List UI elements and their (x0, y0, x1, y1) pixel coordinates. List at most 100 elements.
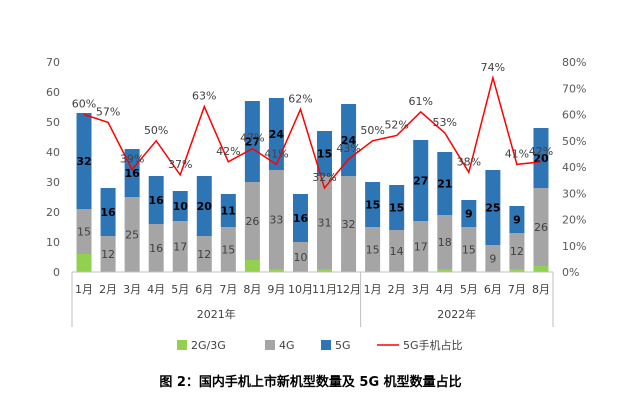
x-tick-label: 7月 (508, 283, 526, 296)
line-point-label: 50% (144, 124, 168, 137)
bar-label-5g: 9 (465, 208, 473, 221)
bar-label-4g: 15 (462, 244, 476, 257)
x-tick-label: 5月 (460, 283, 478, 296)
x-tick-label: 6月 (484, 283, 502, 296)
bar-label-4g: 26 (245, 215, 259, 228)
bar-segment-5g (413, 140, 429, 221)
line-point-label: 60% (72, 98, 96, 111)
x-tick-label: 1月 (75, 283, 93, 296)
bar-segment-5g (533, 128, 549, 188)
bar-segment-2g3g (317, 269, 333, 272)
line-point-label: 62% (288, 92, 312, 105)
bar-segment-4g (485, 245, 501, 272)
bar-label-4g: 14 (390, 245, 404, 258)
bar-label-4g: 17 (414, 241, 428, 254)
bar-segment-2g3g (268, 269, 284, 272)
line-point-label: 50% (360, 124, 384, 137)
bar-segment-5g (341, 104, 357, 176)
bar-segment-4g (196, 236, 212, 272)
line-point-label: 53% (433, 116, 457, 129)
y-right-tick-label: 70% (562, 82, 586, 95)
line-point-label: 47% (240, 132, 264, 145)
bar-label-4g: 12 (510, 245, 524, 258)
bar-segment-4g (124, 197, 140, 272)
group-label: 2022年 (437, 307, 476, 321)
bar-label-5g: 15 (365, 199, 380, 212)
y-left-tick-label: 30 (46, 176, 60, 189)
x-tick-label: 4月 (147, 283, 165, 296)
bar-segment-4g (268, 170, 284, 269)
bar-label-4g: 16 (149, 242, 163, 255)
y-left-tick-label: 0 (53, 266, 60, 279)
line-point-label: 57% (96, 105, 120, 118)
group-label: 2021年 (197, 307, 236, 321)
bar-segment-4g (365, 227, 381, 272)
y-left-tick-label: 20 (46, 206, 60, 219)
y-left-tick-label: 70 (46, 56, 60, 69)
line-point-label: 63% (192, 90, 216, 103)
legend-label: 4G (279, 339, 295, 352)
line-point-label: 52% (384, 119, 408, 132)
bar-segment-5g (485, 170, 501, 245)
x-tick-label: 10月 (288, 283, 313, 296)
bar-segment-5g (172, 191, 188, 221)
y-right-tick-label: 40% (562, 161, 586, 174)
line-point-label: 41% (264, 147, 288, 160)
bar-label-4g: 25 (125, 229, 139, 242)
bar-label-4g: 12 (197, 248, 211, 261)
y-right-tick-label: 10% (562, 240, 586, 253)
bar-label-4g: 33 (269, 214, 283, 227)
bar-segment-4g (292, 242, 308, 272)
bar-segment-5g (196, 176, 212, 236)
bar-segment-4g (509, 233, 525, 269)
y-left-tick-label: 60 (46, 86, 60, 99)
bar-segment-5g (437, 152, 453, 215)
bar-segment-4g (148, 224, 164, 272)
line-series-5g-share (83, 74, 542, 190)
legend-label: 5G (335, 339, 351, 352)
line-point-label: 38% (457, 155, 481, 168)
bar-segment-5g (365, 182, 381, 227)
bar-label-5g: 16 (293, 212, 309, 225)
bar-label-4g: 31 (318, 217, 332, 230)
line-point-label: 39% (120, 153, 144, 166)
x-tick-label: 5月 (171, 283, 189, 296)
bar-segment-4g (220, 227, 236, 272)
bar-segment-5g (389, 185, 405, 230)
bar-label-4g: 15 (221, 244, 235, 257)
legend-label: 5G手机占比 (403, 338, 463, 352)
bar-label-5g: 24 (269, 128, 285, 141)
bar-label-5g: 16 (100, 206, 116, 219)
bar-segment-5g (148, 176, 164, 224)
legend-swatch (177, 340, 187, 350)
y-right-tick-label: 60% (562, 109, 586, 122)
x-tick-label: 11月 (312, 283, 337, 296)
x-tick-label: 8月 (243, 283, 261, 296)
bar-label-4g: 10 (293, 251, 307, 264)
x-tick-label: 3月 (123, 283, 141, 296)
bar-segment-5g (100, 188, 116, 236)
bar-segment-2g3g (437, 269, 453, 272)
line-point-label: 42% (529, 145, 553, 158)
bar-label-5g: 16 (124, 167, 140, 180)
bar-label-5g: 15 (389, 202, 404, 215)
bar-segment-5g (244, 101, 260, 182)
line-point-label: 32% (312, 171, 336, 184)
bar-label-5g: 11 (221, 205, 236, 218)
bar-label-4g: 18 (438, 236, 452, 249)
bar-segment-4g (244, 182, 260, 260)
bar-label-4g: 15 (366, 244, 380, 257)
bar-label-5g: 21 (437, 178, 452, 191)
bar-segment-5g (268, 98, 284, 170)
line-point-label: 37% (168, 158, 192, 171)
line-point-label: 41% (505, 147, 529, 160)
bar-label-5g: 27 (245, 136, 260, 149)
x-tick-label: 2月 (388, 283, 406, 296)
bar-label-5g: 10 (173, 200, 189, 213)
bar-segment-2g3g (509, 269, 525, 272)
bar-label-5g: 20 (197, 200, 213, 213)
y-left-tick-label: 50 (46, 116, 60, 129)
bar-label-5g: 32 (76, 155, 91, 168)
bar-label-4g: 17 (173, 241, 187, 254)
